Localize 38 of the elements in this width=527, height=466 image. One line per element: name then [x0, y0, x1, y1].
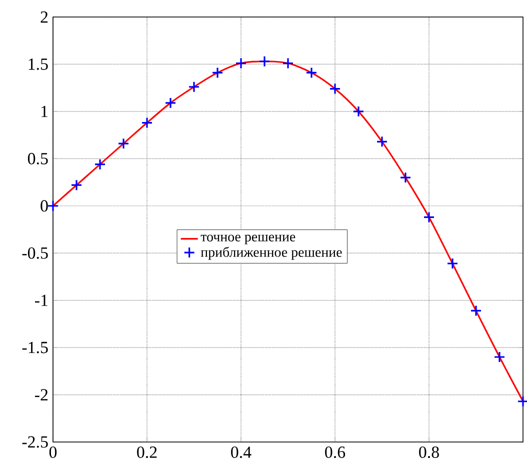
x-tick-label: 0.8 [419, 446, 439, 458]
point [282, 57, 294, 70]
point [446, 258, 458, 270]
point [47, 200, 59, 212]
point [212, 66, 224, 78]
legend-label: приближенное решение [200, 246, 342, 260]
x-tick-label: 0.6 [325, 446, 346, 458]
y-tick-label: 1.5 [28, 58, 48, 70]
y-tick-label: 0 [40, 200, 48, 212]
y-tick-label: 1 [42, 106, 48, 118]
point [164, 97, 176, 109]
point [94, 158, 106, 170]
point [306, 66, 318, 78]
y-tick-label: 0.5 [28, 152, 48, 164]
point [188, 81, 200, 93]
y-tick-label: -2 [35, 389, 48, 400]
point [70, 179, 82, 191]
y-tick-label: -1 [35, 294, 48, 306]
y-tick-label: 2 [40, 11, 48, 23]
point [494, 351, 506, 363]
legend-label: точное решение [200, 234, 296, 244]
point [400, 172, 412, 184]
point [376, 136, 388, 148]
point [329, 82, 341, 95]
line-series [53, 60, 524, 402]
point [258, 56, 270, 68]
point [235, 57, 247, 70]
point [352, 106, 364, 118]
point [141, 116, 153, 129]
x-tick-label: 0 [49, 446, 57, 458]
x-tick-label: 0.2 [137, 446, 157, 458]
point [470, 304, 482, 317]
point [423, 211, 435, 224]
y-tick-label: -1.5 [22, 342, 48, 354]
y-tick-label: -0.5 [22, 247, 48, 259]
y-tick-label: -2.5 [22, 436, 48, 448]
x-tick-label: 0.4 [231, 446, 252, 458]
point [118, 138, 130, 150]
